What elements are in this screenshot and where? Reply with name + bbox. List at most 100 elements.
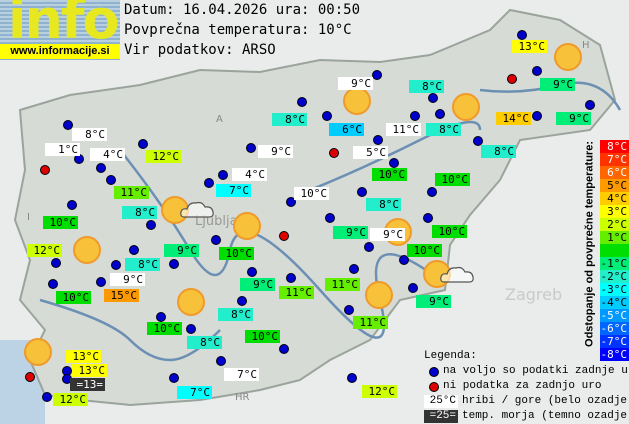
station-dot-ok[interactable] bbox=[357, 187, 367, 197]
station-dot-ok[interactable] bbox=[63, 120, 73, 130]
temperature-label[interactable]: 8°C bbox=[409, 80, 444, 93]
station-dot-ok[interactable] bbox=[111, 260, 121, 270]
station-dot-ok[interactable] bbox=[96, 163, 106, 173]
temperature-label[interactable]: 5°C bbox=[353, 146, 388, 159]
temperature-label[interactable]: 8°C bbox=[426, 123, 461, 136]
station-dot-missing[interactable] bbox=[25, 372, 35, 382]
station-dot-ok[interactable] bbox=[286, 273, 296, 283]
temperature-label[interactable]: 12°C bbox=[53, 393, 88, 406]
station-dot-ok[interactable] bbox=[408, 283, 418, 293]
station-dot-ok[interactable] bbox=[585, 100, 595, 110]
logo[interactable]: info www.informacije.si bbox=[0, 0, 120, 60]
temperature-label[interactable]: 8°C bbox=[272, 113, 307, 126]
station-dot-ok[interactable] bbox=[517, 30, 527, 40]
temperature-label[interactable]: 4°C bbox=[232, 168, 267, 181]
station-dot-ok[interactable] bbox=[169, 373, 179, 383]
station-dot-ok[interactable] bbox=[435, 109, 445, 119]
station-dot-ok[interactable] bbox=[204, 178, 214, 188]
station-dot-ok[interactable] bbox=[48, 279, 58, 289]
temperature-label[interactable]: 10°C bbox=[245, 330, 280, 343]
station-dot-missing[interactable] bbox=[279, 231, 289, 241]
temperature-label[interactable]: 15°C bbox=[104, 289, 139, 302]
station-dot-ok[interactable] bbox=[410, 111, 420, 121]
temperature-label[interactable]: 9°C bbox=[110, 273, 145, 286]
station-dot-missing[interactable] bbox=[329, 148, 339, 158]
temperature-label[interactable]: 11°C bbox=[279, 286, 314, 299]
station-dot-ok[interactable] bbox=[373, 135, 383, 145]
station-dot-ok[interactable] bbox=[473, 136, 483, 146]
station-dot-ok[interactable] bbox=[237, 296, 247, 306]
temperature-label[interactable]: 14°C bbox=[496, 112, 531, 125]
temperature-label[interactable]: 6°C bbox=[329, 123, 364, 136]
temperature-label[interactable]: 9°C bbox=[370, 228, 405, 241]
temperature-label[interactable]: 7°C bbox=[224, 368, 259, 381]
station-dot-ok[interactable] bbox=[42, 392, 52, 402]
station-dot-ok[interactable] bbox=[186, 324, 196, 334]
station-dot-ok[interactable] bbox=[218, 170, 228, 180]
temperature-label[interactable]: 11°C bbox=[114, 186, 149, 199]
temperature-label[interactable]: 10°C bbox=[407, 244, 442, 257]
temperature-label[interactable]: 10°C bbox=[294, 187, 329, 200]
temperature-label[interactable]: 8°C bbox=[125, 258, 160, 271]
temperature-label[interactable]: 10°C bbox=[372, 168, 407, 181]
station-dot-ok[interactable] bbox=[427, 187, 437, 197]
temperature-label[interactable]: 13°C bbox=[72, 364, 107, 377]
station-dot-ok[interactable] bbox=[428, 93, 438, 103]
temperature-label[interactable]: 8°C bbox=[187, 336, 222, 349]
station-dot-ok[interactable] bbox=[106, 175, 116, 185]
station-dot-ok[interactable] bbox=[423, 213, 433, 223]
temperature-label[interactable]: 7°C bbox=[216, 184, 251, 197]
station-dot-ok[interactable] bbox=[129, 245, 139, 255]
station-dot-ok[interactable] bbox=[364, 242, 374, 252]
station-dot-ok[interactable] bbox=[146, 220, 156, 230]
station-dot-ok[interactable] bbox=[347, 373, 357, 383]
station-dot-ok[interactable] bbox=[325, 213, 335, 223]
temperature-label[interactable]: 13°C bbox=[66, 350, 101, 363]
station-dot-ok[interactable] bbox=[67, 200, 77, 210]
station-dot-ok[interactable] bbox=[279, 344, 289, 354]
station-dot-ok[interactable] bbox=[344, 305, 354, 315]
station-dot-ok[interactable] bbox=[372, 70, 382, 80]
temperature-label[interactable]: 8°C bbox=[218, 308, 253, 321]
temperature-label[interactable]: 9°C bbox=[556, 112, 591, 125]
station-dot-ok[interactable] bbox=[247, 267, 257, 277]
temperature-label[interactable]: 12°C bbox=[146, 150, 181, 163]
temperature-label[interactable]: 9°C bbox=[240, 278, 275, 291]
logo-url[interactable]: www.informacije.si bbox=[0, 44, 120, 59]
station-dot-ok[interactable] bbox=[216, 356, 226, 366]
station-dot-ok[interactable] bbox=[322, 111, 332, 121]
temperature-label[interactable]: 8°C bbox=[366, 198, 401, 211]
temperature-label[interactable]: 10°C bbox=[435, 173, 470, 186]
temperature-label[interactable]: 9°C bbox=[540, 78, 575, 91]
station-dot-ok[interactable] bbox=[532, 111, 542, 121]
temperature-label[interactable]: 12°C bbox=[362, 385, 397, 398]
temperature-label[interactable]: 9°C bbox=[258, 145, 293, 158]
station-dot-missing[interactable] bbox=[40, 165, 50, 175]
temperature-label[interactable]: 4°C bbox=[90, 148, 125, 161]
station-dot-missing[interactable] bbox=[507, 74, 517, 84]
station-dot-ok[interactable] bbox=[156, 312, 166, 322]
station-dot-ok[interactable] bbox=[138, 139, 148, 149]
station-dot-ok[interactable] bbox=[399, 255, 409, 265]
station-dot-ok[interactable] bbox=[96, 277, 106, 287]
station-dot-ok[interactable] bbox=[532, 66, 542, 76]
temperature-label[interactable]: 7°C bbox=[177, 386, 212, 399]
station-dot-ok[interactable] bbox=[297, 97, 307, 107]
temperature-label[interactable]: 8°C bbox=[481, 145, 516, 158]
temperature-label[interactable]: 8°C bbox=[122, 206, 157, 219]
temperature-label[interactable]: 10°C bbox=[219, 247, 254, 260]
station-dot-ok[interactable] bbox=[389, 158, 399, 168]
temperature-label[interactable]: =13= bbox=[70, 378, 105, 391]
station-dot-ok[interactable] bbox=[286, 197, 296, 207]
temperature-label[interactable]: 11°C bbox=[353, 316, 388, 329]
temperature-label[interactable]: 9°C bbox=[333, 226, 368, 239]
temperature-label[interactable]: 9°C bbox=[416, 295, 451, 308]
temperature-label[interactable]: 1°C bbox=[45, 143, 80, 156]
station-dot-ok[interactable] bbox=[349, 264, 359, 274]
temperature-label[interactable]: 12°C bbox=[27, 244, 62, 257]
station-dot-ok[interactable] bbox=[51, 258, 61, 268]
temperature-label[interactable]: 10°C bbox=[43, 216, 78, 229]
temperature-label[interactable]: 11°C bbox=[386, 123, 421, 136]
temperature-label[interactable]: 8°C bbox=[72, 128, 107, 141]
temperature-label[interactable]: 13°C bbox=[512, 40, 547, 53]
